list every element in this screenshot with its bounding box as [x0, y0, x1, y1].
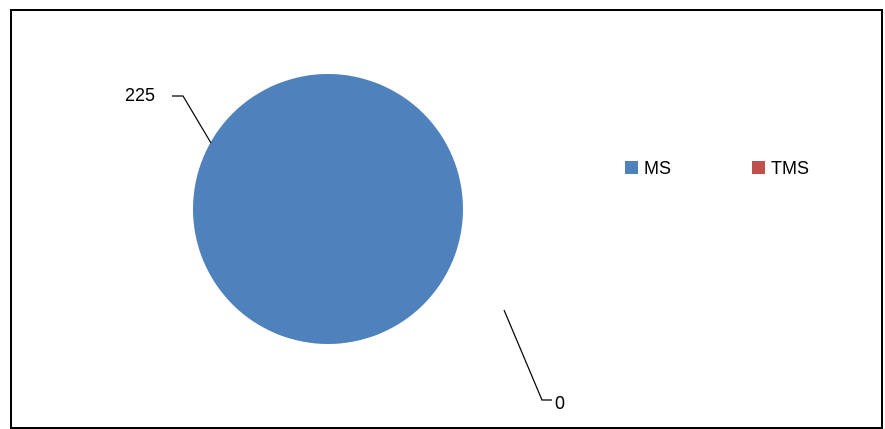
data-label-ms: 225 — [125, 85, 155, 105]
data-labels: 225 0 — [125, 85, 565, 413]
leader-line-tms — [503, 309, 552, 401]
legend-swatch-ms — [625, 161, 638, 174]
leader-lines — [172, 95, 552, 401]
legend-label-ms: MS — [644, 158, 671, 178]
legend: MS TMS — [625, 158, 809, 178]
pie-chart: 225 0 MS TMS — [125, 74, 809, 413]
pie-slices — [193, 74, 463, 344]
legend-label-tms: TMS — [771, 158, 809, 178]
legend-swatch-tms — [752, 161, 765, 174]
data-label-tms: 0 — [555, 393, 565, 413]
pie-slice-ms — [193, 74, 463, 344]
leader-line-ms — [172, 95, 212, 144]
